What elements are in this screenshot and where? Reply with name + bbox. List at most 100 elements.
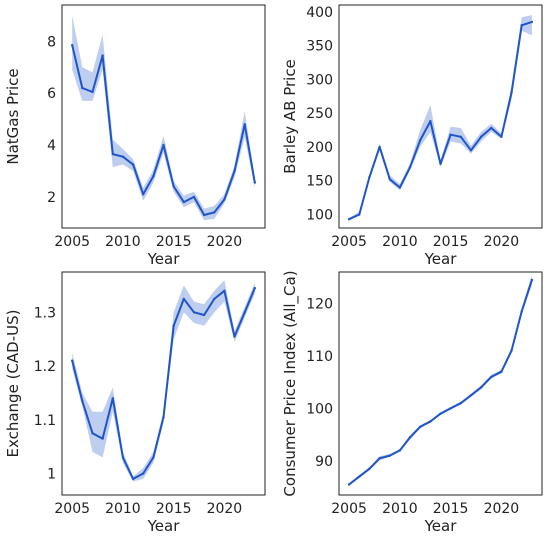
data-point bbox=[368, 176, 371, 179]
data-point bbox=[500, 370, 503, 373]
data-point bbox=[121, 155, 125, 158]
x-tick-label: 2005 bbox=[331, 501, 367, 517]
plot-frame bbox=[338, 271, 543, 496]
data-point bbox=[459, 402, 462, 405]
data-point bbox=[182, 297, 185, 301]
data-point bbox=[449, 407, 452, 410]
data-point bbox=[131, 163, 135, 166]
x-tick-label: 2020 bbox=[484, 234, 520, 250]
data-point bbox=[408, 436, 412, 439]
data-point bbox=[253, 286, 256, 290]
chart-panel-2: 2005 2010 2015 2020 100 150 200 250 300 350 400 Yea… bbox=[281, 4, 543, 268]
data-point bbox=[202, 213, 206, 217]
y-tick-label: 100 bbox=[306, 401, 333, 417]
x-tick-label: 2005 bbox=[54, 234, 90, 250]
data-point bbox=[439, 412, 442, 415]
plot-frame bbox=[61, 271, 266, 496]
x-tick-label: 2020 bbox=[207, 234, 243, 250]
data-point bbox=[172, 185, 175, 188]
data-point bbox=[121, 456, 125, 459]
y-tick-label: 1 bbox=[47, 467, 56, 483]
series-line bbox=[348, 279, 533, 486]
data-point bbox=[510, 349, 513, 352]
data-point bbox=[182, 200, 185, 204]
data-point bbox=[213, 297, 216, 301]
data-point bbox=[490, 126, 493, 130]
data-point bbox=[202, 313, 206, 317]
data-point bbox=[378, 145, 381, 149]
data-point bbox=[419, 139, 422, 142]
x-tick-label: 2010 bbox=[105, 234, 141, 250]
data-point bbox=[530, 278, 534, 282]
x-axis-title: Year bbox=[147, 517, 181, 535]
data-point bbox=[233, 169, 236, 173]
y-axis-title: NatGas Price bbox=[4, 68, 22, 164]
data-point bbox=[398, 186, 402, 189]
y-tick-label: 350 bbox=[306, 39, 333, 55]
data-point bbox=[101, 54, 104, 57]
y-tick-label: 6 bbox=[47, 86, 56, 102]
x-tick-label: 2005 bbox=[331, 234, 367, 250]
x-tick-label: 2020 bbox=[484, 501, 520, 517]
data-point bbox=[71, 359, 74, 362]
x-tick-label: 2015 bbox=[156, 234, 192, 250]
data-point bbox=[111, 397, 115, 400]
y-tick-label: 200 bbox=[306, 140, 333, 156]
x-tick-label: 2015 bbox=[433, 234, 469, 250]
data-point bbox=[81, 399, 84, 403]
data-point bbox=[479, 386, 483, 389]
data-point bbox=[81, 86, 84, 90]
data-point bbox=[131, 477, 135, 481]
confidence-band bbox=[349, 275, 532, 486]
data-point bbox=[111, 152, 115, 156]
data-point bbox=[388, 454, 391, 457]
data-point bbox=[91, 432, 94, 435]
data-point bbox=[358, 213, 361, 216]
y-tick-label: 1.2 bbox=[34, 359, 56, 375]
x-tick-label: 2010 bbox=[382, 234, 418, 250]
data-point bbox=[520, 310, 523, 313]
data-point bbox=[439, 162, 442, 165]
data-point bbox=[469, 149, 473, 152]
x-axis-title: Year bbox=[424, 250, 458, 268]
x-tick-label: 2005 bbox=[54, 501, 90, 517]
data-point bbox=[388, 178, 391, 181]
chart-panel-4: 2005 2010 2015 2020 90 100 110 120 Year Consumer … bbox=[281, 270, 543, 535]
data-point bbox=[253, 181, 256, 184]
data-point bbox=[172, 324, 175, 327]
data-point bbox=[162, 143, 165, 147]
data-point bbox=[479, 135, 483, 138]
data-point bbox=[419, 425, 422, 428]
data-point bbox=[152, 456, 155, 459]
y-tick-label: 110 bbox=[306, 349, 333, 365]
y-axis-title: Exchange (CAD-US) bbox=[4, 310, 22, 458]
y-axis-title: Consumer Price Index (All_Ca) bbox=[281, 270, 300, 496]
data-point bbox=[101, 437, 104, 440]
chart-panel-3: 2005 2010 2015 2020 1 1.1 1.2 1.3 Year Exchange (… bbox=[4, 271, 266, 535]
data-point bbox=[429, 120, 432, 123]
data-point bbox=[223, 198, 226, 201]
series-line bbox=[348, 20, 533, 221]
data-point bbox=[142, 472, 145, 475]
y-tick-label: 1.3 bbox=[34, 305, 56, 321]
y-tick-label: 120 bbox=[306, 297, 333, 313]
data-point bbox=[347, 218, 351, 221]
data-point bbox=[223, 289, 226, 292]
y-tick-label: 300 bbox=[306, 72, 333, 88]
data-point bbox=[429, 420, 432, 423]
data-point bbox=[510, 91, 513, 95]
y-tick-label: 150 bbox=[306, 174, 333, 190]
data-point bbox=[162, 415, 165, 419]
x-tick-label: 2010 bbox=[382, 501, 418, 517]
data-point bbox=[142, 193, 145, 196]
data-point bbox=[243, 123, 246, 126]
plot-frame bbox=[338, 4, 543, 229]
data-point bbox=[490, 375, 493, 379]
data-point bbox=[233, 335, 236, 338]
y-axis-title: Barley AB Price bbox=[281, 59, 299, 174]
y-tick-label: 100 bbox=[306, 208, 333, 224]
y-tick-label: 400 bbox=[306, 5, 333, 21]
data-point bbox=[469, 394, 473, 397]
plot-frame bbox=[61, 4, 266, 229]
